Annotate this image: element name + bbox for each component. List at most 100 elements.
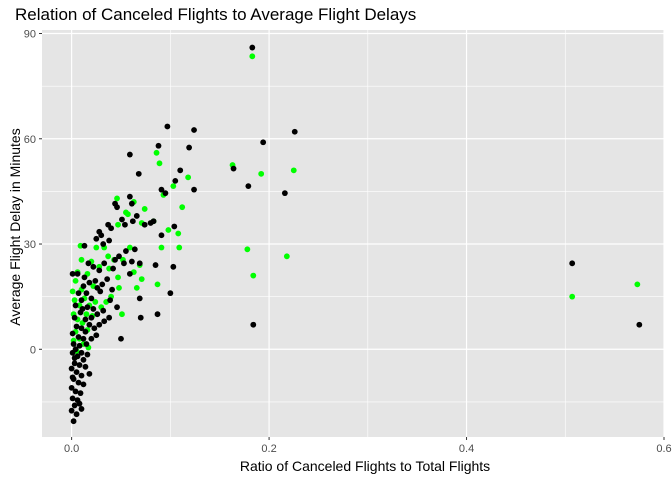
data-point-black <box>100 241 107 247</box>
data-point-black <box>104 276 111 283</box>
data-point-green <box>126 244 133 251</box>
data-point-black <box>84 351 91 358</box>
data-point-black <box>107 297 114 304</box>
data-point-green <box>158 244 165 251</box>
data-point-black <box>84 304 91 311</box>
data-point-green <box>156 160 163 167</box>
data-point-black <box>126 151 133 158</box>
data-point-black <box>137 314 144 321</box>
data-point-black <box>110 265 116 272</box>
data-point-green <box>176 244 183 251</box>
data-point-green <box>175 230 182 237</box>
data-point-black <box>121 260 127 267</box>
data-point-black <box>77 390 84 397</box>
data-point-black <box>71 360 78 367</box>
data-point-green <box>634 281 641 288</box>
data-point-black <box>71 355 78 361</box>
data-point-green <box>124 211 131 218</box>
data-point-black <box>82 316 89 323</box>
data-point-black <box>245 183 252 190</box>
data-point-black <box>74 270 81 277</box>
data-point-black <box>83 290 90 297</box>
data-point-black <box>133 213 140 219</box>
data-point-black <box>70 341 77 347</box>
data-point-green <box>179 204 186 211</box>
data-point-black <box>69 395 76 402</box>
data-point-green <box>92 299 99 305</box>
data-point-black <box>114 304 120 311</box>
x-axis-title: Ratio of Canceled Flights to Total Fligh… <box>240 458 490 474</box>
data-point-black <box>636 321 643 328</box>
y-axis-title: Average Flight Delay in Minutes <box>7 128 23 325</box>
data-point-black <box>100 307 107 314</box>
plot-panel <box>42 30 664 437</box>
data-point-black <box>83 341 90 347</box>
data-point-black <box>155 142 162 149</box>
data-point-green <box>83 311 90 318</box>
data-point-black <box>72 388 79 395</box>
data-point-black <box>81 274 88 281</box>
y-tick-label: 60 <box>24 134 36 146</box>
data-point-black <box>78 349 85 356</box>
data-point-black <box>186 144 193 151</box>
data-point-black <box>92 277 99 284</box>
data-point-green <box>290 167 297 174</box>
data-point-black <box>101 318 108 325</box>
data-point-green <box>115 221 121 228</box>
data-point-black <box>73 369 80 375</box>
data-point-black <box>191 186 197 193</box>
data-point-black <box>177 167 184 174</box>
data-point-black <box>136 295 143 302</box>
data-point-black <box>281 190 288 197</box>
data-point-black <box>80 381 87 388</box>
data-point-green <box>78 256 85 263</box>
data-point-black <box>260 139 267 146</box>
data-point-black <box>112 256 118 263</box>
data-point-black <box>122 221 128 228</box>
data-point-green <box>71 297 78 304</box>
data-point-black <box>135 170 142 177</box>
data-point-black <box>128 258 135 265</box>
data-point-black <box>68 407 75 414</box>
data-point-black <box>171 223 178 230</box>
data-point-black <box>97 288 104 295</box>
data-point-black <box>118 335 124 342</box>
x-axis: 0.0 0.2 0.4 0.6 <box>64 437 672 455</box>
data-point-green <box>138 276 145 283</box>
data-point-black <box>69 374 76 381</box>
data-point-black <box>170 263 177 270</box>
data-point-green <box>105 253 112 260</box>
data-point-black <box>69 349 76 356</box>
data-point-black <box>116 253 122 260</box>
data-point-black <box>88 335 95 342</box>
data-point-black <box>98 232 105 239</box>
data-point-black <box>129 218 136 225</box>
data-point-black <box>78 297 85 304</box>
data-point-green <box>133 284 140 291</box>
data-point-green <box>141 206 148 212</box>
data-point-black <box>75 290 82 297</box>
data-point-black <box>114 204 120 211</box>
data-point-black <box>81 242 88 249</box>
data-point-black <box>86 370 93 377</box>
data-point-black <box>90 306 97 312</box>
data-point-black <box>569 260 576 267</box>
data-point-black <box>88 314 95 321</box>
data-point-black <box>80 356 87 363</box>
data-point-black <box>78 406 85 412</box>
data-point-black <box>96 267 103 274</box>
data-point-black <box>75 334 82 340</box>
x-tick-label: 0.6 <box>656 443 671 455</box>
data-point-black <box>71 402 78 409</box>
y-tick-label: 30 <box>24 239 36 251</box>
data-point-green <box>93 244 100 251</box>
x-tick-label: 0.0 <box>64 443 79 455</box>
data-point-black <box>101 260 108 267</box>
data-point-black <box>167 290 174 297</box>
minor-gridlines <box>42 30 664 437</box>
data-point-black <box>69 330 76 337</box>
data-point-black <box>162 190 169 197</box>
data-point-black <box>68 365 75 372</box>
data-point-black <box>73 411 80 418</box>
